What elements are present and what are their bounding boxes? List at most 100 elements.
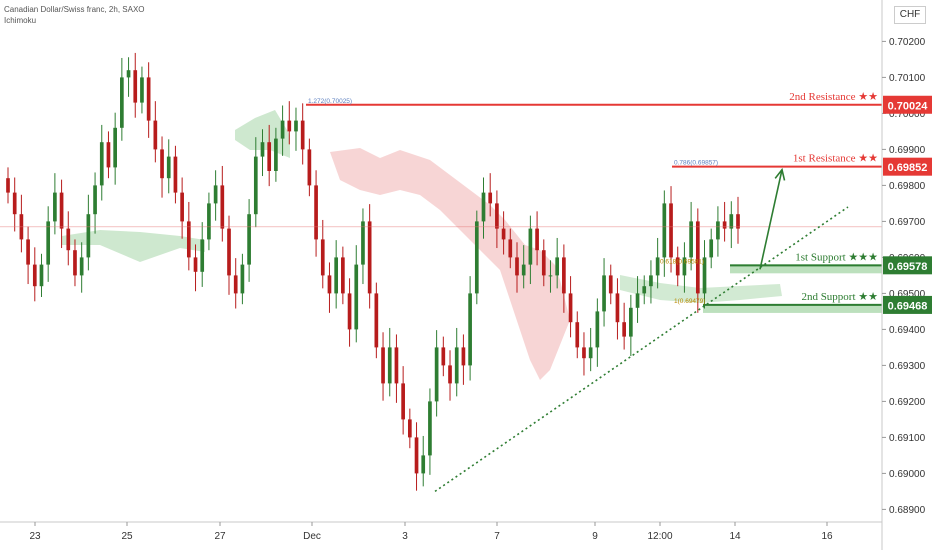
candle-body xyxy=(320,239,325,276)
candle-body xyxy=(32,264,37,287)
price-tick-label: 0.69300 xyxy=(889,361,926,372)
candle-body xyxy=(582,347,586,359)
ichimoku-cloud xyxy=(62,110,782,380)
candle-body xyxy=(140,77,144,103)
candle-body xyxy=(622,322,626,337)
price-badge-label: 0.69578 xyxy=(888,261,928,273)
candle-body xyxy=(434,347,439,402)
price-tick-label: 0.70000 xyxy=(889,109,926,120)
candle-body xyxy=(394,347,399,384)
candle-body xyxy=(253,156,258,215)
candle-body xyxy=(528,228,533,265)
price-tick-label: 0.70100 xyxy=(889,73,926,84)
candle-body xyxy=(79,257,84,276)
candle-body xyxy=(260,142,265,157)
candle-body xyxy=(675,257,680,276)
projection-arrow-head xyxy=(774,167,786,181)
candle-body xyxy=(655,257,660,276)
candle-body xyxy=(233,275,238,294)
candle-body xyxy=(26,239,30,265)
level-labels: 1.272(0.70025) 2nd Resistance ★★0.700240.… xyxy=(308,91,932,314)
candle-body xyxy=(595,311,600,348)
price-tick-label: 0.69500 xyxy=(889,289,926,300)
candle-body xyxy=(274,138,278,171)
price-badge-label: 0.69468 xyxy=(888,300,928,312)
candle-body xyxy=(414,437,419,474)
candle-body xyxy=(66,228,71,251)
price-tick-label: 0.69700 xyxy=(889,217,926,228)
candle-body xyxy=(669,203,673,258)
candle-body xyxy=(160,149,164,179)
level-name-label: 1st Resistance ★★ xyxy=(793,153,878,165)
candle-body xyxy=(629,307,633,337)
candle-body xyxy=(227,228,231,276)
fib-annotation: 1.272(0.70025) xyxy=(308,98,352,105)
level-name-label: 2nd Support ★★ xyxy=(801,291,878,303)
candle-body xyxy=(347,293,352,330)
candle-body xyxy=(46,221,51,265)
indicator-name: Ichimoku xyxy=(4,16,37,25)
candle-body xyxy=(146,77,151,121)
candle-body xyxy=(695,221,700,294)
candle-body xyxy=(407,419,412,438)
time-tick-label: 7 xyxy=(494,531,500,542)
candle-body xyxy=(193,257,198,272)
price-badge xyxy=(883,256,932,275)
candle-body xyxy=(327,275,332,294)
candle-body xyxy=(481,192,486,222)
candle-body xyxy=(555,257,560,276)
candle-body xyxy=(106,142,111,168)
candle-body xyxy=(642,286,647,294)
candle-body xyxy=(454,347,459,384)
candle-body xyxy=(588,347,593,359)
candle-body xyxy=(508,239,513,258)
price-tick-label: 0.69400 xyxy=(889,325,926,336)
candle-body xyxy=(314,185,318,240)
candle-body xyxy=(689,221,693,258)
candle-body xyxy=(541,250,546,276)
price-badge xyxy=(883,157,932,176)
candle-body xyxy=(307,149,312,186)
candle-body xyxy=(354,264,359,330)
candle-body xyxy=(729,214,734,229)
currency-badge[interactable]: CHF xyxy=(894,6,926,24)
support-zones xyxy=(703,264,882,313)
candle-body xyxy=(401,383,405,420)
price-tick-label: 0.69200 xyxy=(889,397,926,408)
fib-annotation: 1(0.69479) xyxy=(674,298,705,305)
time-tick-label: Dec xyxy=(303,531,321,542)
candle-body xyxy=(722,221,727,229)
candle-body xyxy=(287,120,292,132)
candle-body xyxy=(474,221,479,294)
projection-arrow-line xyxy=(759,169,783,270)
candle-body xyxy=(207,203,211,240)
candle-body xyxy=(213,185,218,204)
time-tick-label: 23 xyxy=(29,531,41,542)
time-tick-label: 27 xyxy=(214,531,226,542)
candle-body xyxy=(59,192,64,229)
candle-body xyxy=(240,264,245,294)
candle-body xyxy=(468,293,472,366)
candle-body xyxy=(361,221,365,265)
candle-body xyxy=(53,192,57,222)
level-name-label: 2nd Resistance ★★ xyxy=(789,91,878,103)
candle-body xyxy=(575,322,580,348)
candle-body xyxy=(515,257,519,276)
candle-body xyxy=(99,142,104,186)
candle-body xyxy=(126,70,131,78)
candle-body xyxy=(280,120,285,139)
price-tick-label: 0.70200 xyxy=(889,37,926,48)
candle-body xyxy=(113,127,117,168)
fib-annotation: 0.786(0.69857) xyxy=(674,160,718,167)
time-tick-label: 14 xyxy=(729,531,741,542)
candle-body xyxy=(267,142,272,171)
price-badge xyxy=(883,295,932,314)
price-badge-label: 0.69852 xyxy=(888,162,928,174)
candle-body xyxy=(86,214,91,258)
candle-body xyxy=(649,275,653,287)
chart-title-block: Canadian Dollar/Swiss franc, 2h, SAXO Ic… xyxy=(4,4,145,26)
candle-body xyxy=(173,156,178,193)
candle-body xyxy=(334,257,339,294)
